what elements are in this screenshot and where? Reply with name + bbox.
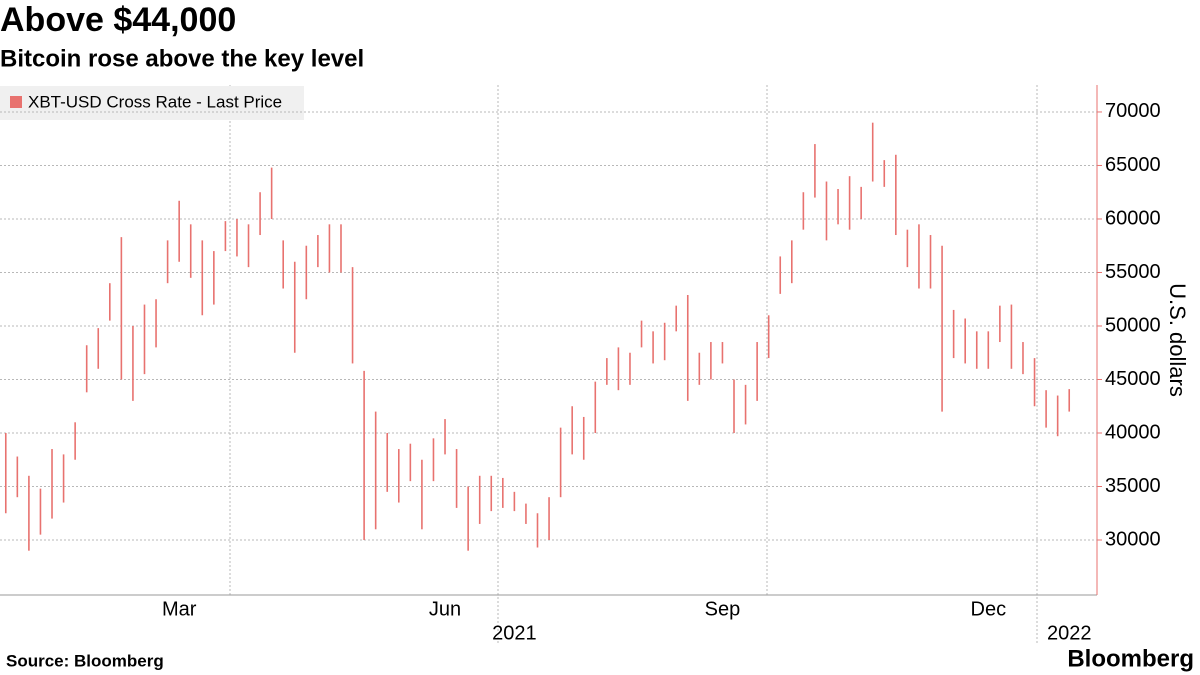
legend: XBT-USD Cross Rate - Last Price xyxy=(0,86,304,120)
legend-label: XBT-USD Cross Rate - Last Price xyxy=(28,92,282,111)
source: Source: Bloomberg xyxy=(6,651,164,670)
x-year-label: 2022 xyxy=(1047,622,1092,644)
legend-swatch xyxy=(10,96,22,108)
y-tick-label: 70000 xyxy=(1105,100,1161,122)
y-axis-label: U.S. dollars xyxy=(1165,283,1190,397)
chart-title: Above $44,000 xyxy=(0,1,236,39)
chart-subtitle: Bitcoin rose above the key level xyxy=(0,45,364,72)
y-tick-label: 45000 xyxy=(1105,368,1161,390)
y-tick-label: 30000 xyxy=(1105,528,1161,550)
x-year-label: 2021 xyxy=(492,622,537,644)
legend-box xyxy=(0,86,304,120)
x-tick-label: Dec xyxy=(971,598,1007,620)
x-tick-label: Jun xyxy=(429,598,461,620)
y-tick-label: 40000 xyxy=(1105,421,1161,443)
y-tick-label: 60000 xyxy=(1105,207,1161,229)
y-tick-label: 35000 xyxy=(1105,475,1161,497)
y-tick-label: 65000 xyxy=(1105,154,1161,176)
x-tick-label: Sep xyxy=(705,598,741,620)
logo: Bloomberg xyxy=(1067,645,1194,672)
x-tick-label: Mar xyxy=(162,598,197,620)
y-tick-label: 55000 xyxy=(1105,261,1161,283)
y-tick-label: 50000 xyxy=(1105,314,1161,336)
